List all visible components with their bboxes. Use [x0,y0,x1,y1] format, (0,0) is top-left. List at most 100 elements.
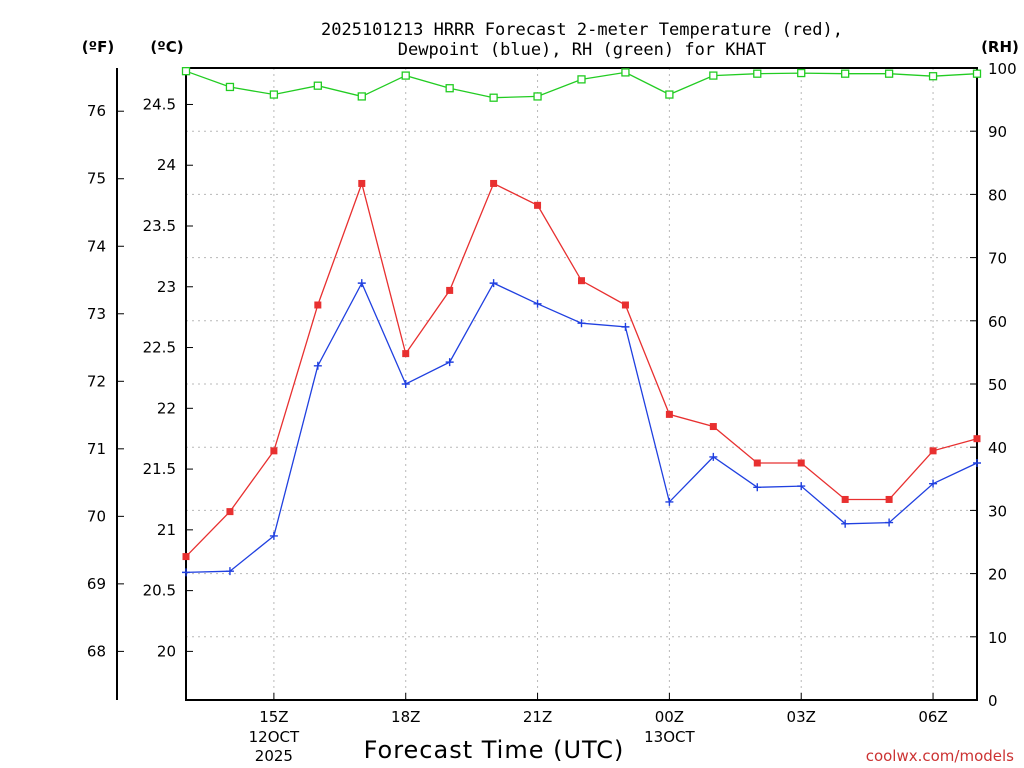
dewpoint-data-point [577,319,586,328]
rh-data-point [533,92,542,101]
rh-data-point [709,71,718,80]
temperature-data-point [314,301,322,309]
dewpoint-data-point [313,361,322,370]
fahrenheit-tick-label: 72 [87,372,106,390]
temperature-data-point [534,201,542,209]
celsius-tick-label: 20.5 [143,582,176,600]
temperature-data-point [402,350,410,358]
series-layer [181,67,982,577]
dewpoint-data-point [797,482,806,491]
x-tick-date-label: 12OCT [249,728,300,746]
rh-data-point [841,69,850,78]
dewpoint-data-point [357,279,366,288]
celsius-tick-label: 21.5 [143,460,176,478]
fahrenheit-unit-label: (ºF) [82,38,114,56]
fahrenheit-tick-label: 69 [87,575,106,593]
temperature-data-point [270,447,278,455]
rh-data-point [313,81,322,90]
rh-tick-label: 100 [988,60,1017,78]
temperature-data-point [753,459,761,467]
rh-tick-label: 0 [988,692,998,710]
celsius-tick-label: 22 [157,399,176,417]
dewpoint-data-point [929,479,938,488]
rh-series-line [185,70,978,99]
x-tick-label: 18Z [391,708,420,726]
rh-data-point [797,68,806,78]
x-tick-year-label: 2025 [255,747,293,765]
rh-tick-label: 40 [988,439,1007,457]
rh-data-point [753,69,762,78]
rh-data-point [577,75,586,84]
dewpoint-data-point [401,380,410,388]
rh-data-point [928,72,938,81]
dewpoint-data-point [753,483,762,492]
temperature-data-point [841,495,849,503]
temperature-data-point [973,435,981,443]
rh-data-point [269,90,279,99]
celsius-unit-label: (ºC) [150,38,183,56]
rh-tick-label: 70 [988,250,1007,268]
dewpoint-data-point [533,299,542,308]
celsius-tick-label: 23.5 [143,217,176,235]
rh-tick-label: 60 [988,313,1007,331]
rh-data-point [884,69,894,78]
rh-data-point [181,67,191,76]
fahrenheit-tick-label: 70 [87,507,106,525]
rh-tick-label: 10 [988,629,1007,647]
celsius-tick-label: 24 [157,156,176,174]
temperature-data-point [929,447,937,455]
rh-tick-label: 20 [988,566,1007,584]
rh-data-point [445,84,454,93]
rh-data-point [489,93,498,102]
x-tick-label: 00Z [655,708,684,726]
celsius-tick-label: 21 [157,521,176,539]
temperature-data-point [358,179,366,187]
celsius-tick-label: 23 [157,278,176,296]
temperature-data-point [709,423,717,431]
rh-data-point [972,69,982,78]
rh-data-point [357,92,366,101]
celsius-tick-label: 24.5 [143,95,176,113]
temperature-data-point [578,277,585,285]
rh-unit-label: (RH) [981,38,1019,56]
dewpoint-data-point [665,497,674,506]
temperature-data-point [797,459,805,467]
dewpoint-data-point [489,279,498,288]
rh-tick-label: 50 [988,376,1007,394]
axes-layer: 68 69 70 71 72 73 74 75 76 20 20.5 21 21.5 22 22.5 23 23… [87,60,1017,765]
dewpoint-data-point [269,531,278,540]
rh-data-point [225,82,235,92]
rh-data-point [401,71,410,80]
temperature-data-point [665,410,673,418]
fahrenheit-tick-label: 76 [87,102,106,120]
fahrenheit-tick-label: 75 [87,170,106,188]
fahrenheit-tick-label: 71 [87,440,106,458]
temperature-data-point [226,508,234,516]
rh-tick-label: 80 [988,186,1007,204]
grid-lines [186,68,977,700]
temperature-data-point [885,495,893,503]
chart-title-line2: Dewpoint (blue), RH (green) for KHAT [398,40,766,60]
rh-tick-label: 90 [988,123,1007,141]
celsius-tick-label: 22.5 [143,339,176,357]
fahrenheit-tick-label: 74 [87,237,106,255]
rh-data-point [665,90,674,99]
temperature-data-point [446,286,454,294]
fahrenheit-tick-label: 73 [87,305,106,323]
dewpoint-data-point [225,567,234,576]
dewpoint-data-point [709,452,718,461]
x-tick-label: 21Z [523,708,552,726]
dewpoint-data-point [885,518,894,527]
dewpoint-data-point [182,568,190,577]
dewpoint-data-point [841,519,850,528]
rh-data-point [621,68,630,77]
dewpoint-data-point [621,322,630,331]
x-tick-label: 06Z [918,708,947,726]
credit-text: coolwx.com/models [866,747,1014,765]
celsius-tick-label: 20 [157,642,176,660]
dewpoint-data-point [445,358,454,367]
x-tick-label: 15Z [259,708,288,726]
temperature-data-point [182,553,190,561]
temperature-data-point [490,179,498,187]
